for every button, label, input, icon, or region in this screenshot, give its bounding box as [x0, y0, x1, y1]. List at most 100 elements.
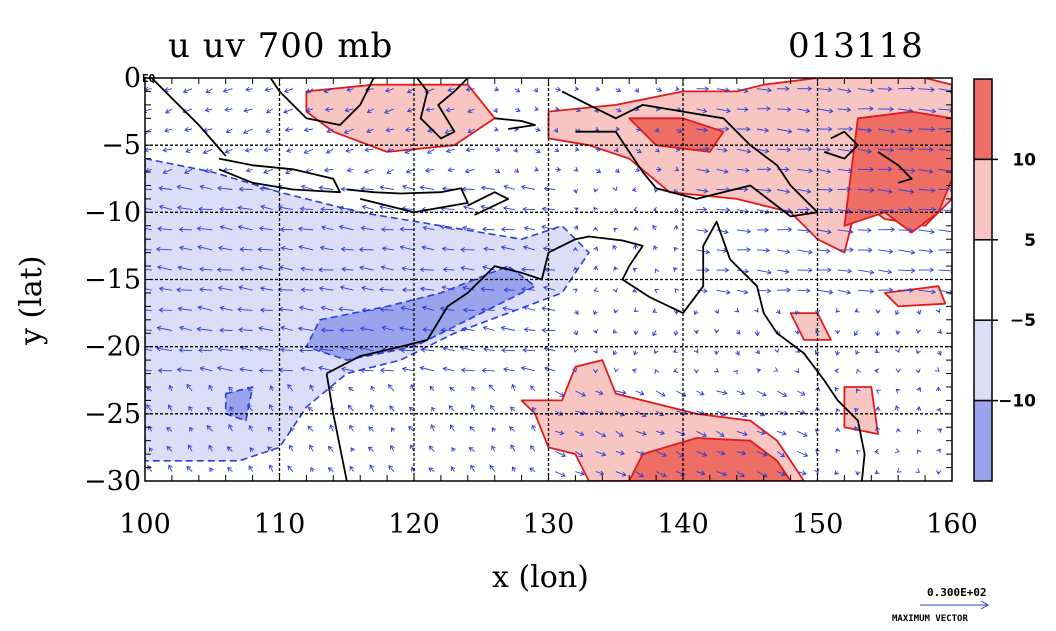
wind-vector — [817, 87, 833, 93]
wind-vector — [936, 407, 941, 413]
chart-title: u uv 700 mb — [168, 26, 394, 66]
wind-vector — [797, 188, 812, 194]
wind-vector — [736, 167, 750, 173]
wind-vector — [572, 246, 578, 252]
wind-vector — [875, 309, 881, 314]
wind-vector — [217, 346, 233, 352]
wind-vector — [319, 245, 334, 251]
wind-vector — [797, 470, 807, 476]
wind-vector — [834, 386, 840, 392]
wind-vector — [494, 86, 499, 92]
wind-vector — [544, 366, 556, 372]
wind-vector — [522, 206, 536, 212]
wind-vector — [696, 168, 711, 174]
wind-vector — [379, 204, 394, 211]
wind-vector — [595, 146, 602, 153]
wind-vector — [404, 127, 415, 133]
wind-vector — [916, 449, 922, 455]
wind-vector — [653, 187, 659, 193]
wind-vector — [465, 147, 475, 153]
wind-vector — [339, 285, 354, 291]
wind-vector — [408, 426, 415, 432]
wind-vector — [502, 205, 515, 211]
wind-vector — [635, 450, 645, 456]
wind-vector — [555, 86, 562, 92]
wind-vector — [938, 148, 952, 152]
wind-vector — [613, 308, 619, 314]
wind-vector — [837, 247, 854, 253]
wind-vector — [176, 184, 193, 190]
wind-vector — [419, 286, 435, 292]
wind-vector — [259, 307, 273, 313]
wind-vector — [716, 229, 729, 235]
wind-vector — [307, 407, 314, 412]
wind-vector — [260, 204, 273, 211]
wind-vector — [916, 309, 922, 315]
wind-vector — [635, 390, 645, 396]
wind-vector — [258, 325, 273, 332]
wind-vector — [189, 426, 194, 432]
wind-vector — [522, 245, 536, 251]
wind-vector — [229, 405, 234, 412]
wind-vector — [406, 107, 415, 113]
wind-vector — [187, 444, 193, 452]
wind-vector — [632, 267, 638, 273]
wind-vector — [554, 147, 560, 152]
wind-vector — [898, 107, 914, 114]
wind-vector — [918, 207, 937, 213]
wind-vector — [615, 389, 627, 396]
wind-vector — [493, 126, 499, 132]
wind-vector — [916, 405, 922, 412]
wind-vector — [145, 208, 152, 211]
wind-vector — [543, 346, 556, 352]
wind-vector — [756, 166, 772, 172]
wind-vector — [835, 307, 841, 313]
wind-vector — [898, 268, 916, 274]
wind-vector — [531, 424, 537, 432]
wind-vector — [635, 148, 642, 154]
wind-vector — [238, 327, 253, 333]
wind-vector — [593, 246, 598, 252]
wind-vector — [777, 227, 793, 233]
wind-vector — [655, 430, 666, 436]
wind-vector — [937, 428, 943, 433]
wind-vector — [898, 128, 914, 134]
wind-vector — [380, 265, 394, 271]
wind-vector — [419, 365, 435, 372]
wind-vector — [612, 186, 618, 192]
wind-vector — [615, 471, 627, 477]
wind-vector — [358, 247, 374, 253]
wind-vector — [612, 350, 618, 356]
wind-vector — [520, 365, 536, 372]
wind-vector — [369, 464, 375, 472]
wind-vector — [877, 269, 893, 275]
wind-vector — [298, 244, 314, 251]
wind-vector — [696, 108, 708, 114]
wind-vector — [460, 367, 475, 373]
wind-vector — [776, 451, 786, 458]
coastline-10 — [325, 373, 348, 481]
x-tick-label: 160 — [926, 509, 978, 540]
wind-vector — [797, 146, 813, 152]
wind-vector — [777, 208, 793, 214]
wind-vector — [817, 267, 832, 273]
wind-vector — [391, 427, 396, 432]
wind-vector — [318, 285, 334, 292]
wind-vector — [248, 425, 254, 432]
wind-vector — [575, 451, 584, 458]
wind-vector — [258, 367, 273, 374]
wind-vector — [219, 327, 233, 333]
wind-vector — [430, 424, 436, 432]
wind-vector — [198, 206, 213, 212]
wind-vector — [491, 427, 497, 432]
wind-vector — [346, 86, 354, 93]
wind-vector — [470, 464, 475, 472]
wind-vector — [349, 424, 354, 432]
wind-vector — [482, 265, 495, 271]
wind-vector — [898, 167, 916, 174]
wind-vector — [447, 167, 455, 173]
wind-vector — [817, 248, 831, 254]
wind-vector — [228, 424, 233, 432]
wind-vector — [323, 167, 334, 173]
wind-vector — [593, 348, 598, 354]
